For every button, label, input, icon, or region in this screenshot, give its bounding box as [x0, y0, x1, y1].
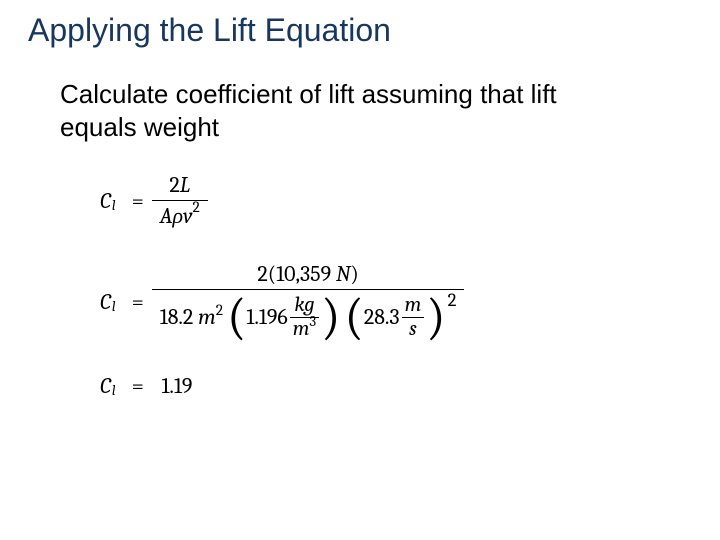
fraction-substituted: 2(10,359 N) 18.2 m2 ( 1.196 kg — [152, 259, 465, 345]
result-value: 1.19 — [161, 373, 192, 399]
equals-sign: = — [132, 373, 144, 399]
fraction-general: 2L Aρv2 — [152, 170, 208, 231]
equals-sign: = — [132, 289, 144, 315]
variable-cl: Cl — [100, 188, 116, 214]
area-term: 18.2 m2 — [160, 304, 223, 330]
equation-general: Cl = 2L Aρv2 — [100, 170, 464, 231]
numerator: 2(10,359 N) — [249, 259, 366, 289]
velocity-term: ( 28.3 m s ) 2 — [345, 292, 457, 343]
slide-title: Applying the Lift Equation — [28, 12, 391, 49]
equation-substituted: Cl = 2(10,359 N) 18.2 m2 ( 1.196 — [100, 259, 464, 345]
equation-result: Cl = 1.19 — [100, 373, 464, 399]
variable-cl: Cl — [100, 289, 116, 315]
equals-sign: = — [132, 188, 144, 214]
denominator: 18.2 m2 ( 1.196 kg m3 ) — [152, 290, 465, 345]
slide: Applying the Lift Equation Calculate coe… — [0, 0, 720, 540]
density-term: ( 1.196 kg m3 ) — [227, 292, 340, 343]
variable-cl: Cl — [100, 373, 116, 399]
slide-subtitle: Calculate coefficient of lift assuming t… — [60, 78, 620, 143]
equation-block: Cl = 2L Aρv2 Cl = 2(10,359 N) — [100, 170, 464, 427]
